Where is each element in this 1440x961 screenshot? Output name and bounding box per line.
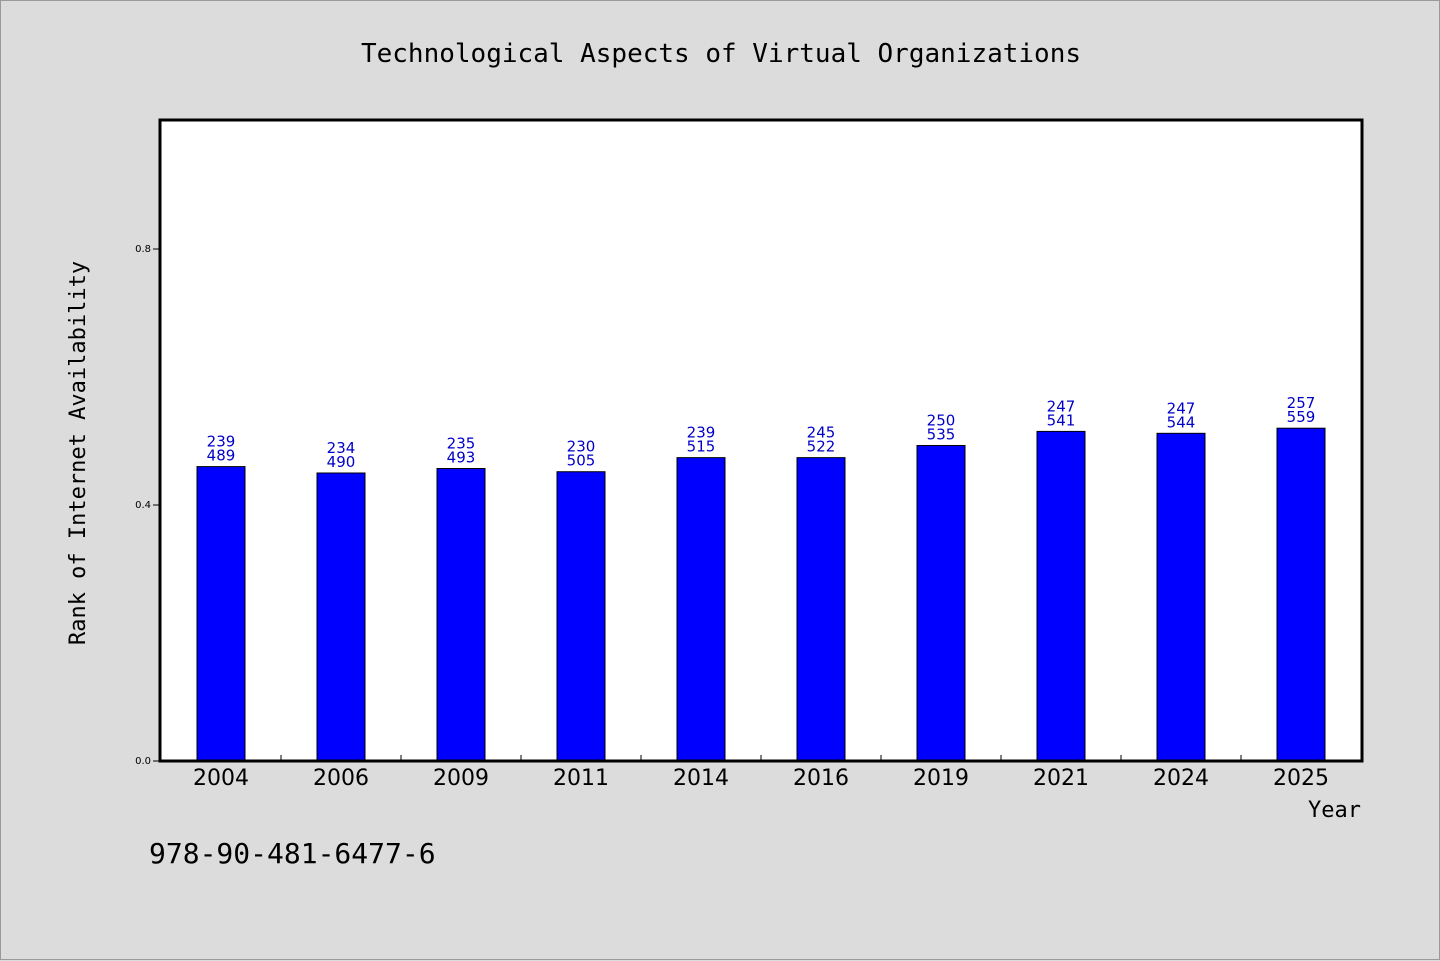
bar-label-top: 257 bbox=[1287, 394, 1316, 412]
bar-label-bottom: 544 bbox=[1167, 413, 1196, 431]
bar-label-top: 239 bbox=[207, 433, 236, 451]
y-tick-label: 0.4 bbox=[135, 500, 151, 511]
y-axis: 0.0 0.4 0.8 bbox=[135, 244, 161, 767]
x-tick-label: 2014 bbox=[673, 766, 729, 791]
y-tick-label: 0.8 bbox=[135, 244, 151, 255]
bar-label-top: 247 bbox=[1047, 397, 1076, 415]
bar-series bbox=[196, 427, 1326, 762]
x-tick-label: 2016 bbox=[793, 766, 849, 791]
y-tick-label: 0.0 bbox=[135, 756, 151, 767]
x-axis-title: Year bbox=[1308, 798, 1361, 823]
x-tick-label: 2019 bbox=[913, 766, 969, 791]
isbn-label: 978-90-481-6477-6 bbox=[149, 837, 436, 870]
bar-label-bottom: 489 bbox=[207, 447, 236, 465]
bar-label-top: 250 bbox=[927, 411, 956, 429]
x-axis: 2004 2006 2009 2011 2014 2016 2019 2021 2024 2025 bbox=[193, 755, 1329, 791]
bar-2021 bbox=[1036, 430, 1086, 762]
bar-label-top: 230 bbox=[567, 438, 596, 456]
x-tick-label: 2004 bbox=[193, 766, 249, 791]
y-axis-title: Rank of Internet Availability bbox=[66, 261, 91, 645]
x-tick-label: 2009 bbox=[433, 766, 489, 791]
bar-label-bottom: 515 bbox=[687, 438, 716, 456]
x-tick-label: 2024 bbox=[1153, 766, 1209, 791]
bar-label-bottom: 535 bbox=[927, 425, 956, 443]
bar-label-bottom: 505 bbox=[567, 452, 596, 470]
bar-label-bottom: 493 bbox=[447, 449, 476, 467]
bar-2025 bbox=[1276, 427, 1326, 762]
x-tick-label: 2021 bbox=[1033, 766, 1089, 791]
bar-2006 bbox=[316, 472, 366, 762]
x-tick-label: 2011 bbox=[553, 766, 609, 791]
bar-label-top: 239 bbox=[687, 424, 716, 442]
bar-2009 bbox=[436, 468, 486, 762]
bar-label-top: 234 bbox=[327, 439, 356, 457]
plot-border bbox=[158, 118, 1364, 763]
chart-title: Technological Aspects of Virtual Organiz… bbox=[361, 39, 1081, 69]
x-tick-label: 2006 bbox=[313, 766, 369, 791]
bar-2014 bbox=[676, 457, 726, 762]
bar-2011 bbox=[556, 471, 606, 762]
bar-label-bottom: 541 bbox=[1047, 411, 1076, 429]
bar-label-top: 247 bbox=[1167, 399, 1196, 417]
bar-label-bottom: 490 bbox=[327, 453, 356, 471]
bar-2004 bbox=[196, 466, 246, 762]
bar-label-top: 245 bbox=[807, 424, 836, 442]
bar-2019 bbox=[916, 444, 966, 762]
bar-label-bottom: 559 bbox=[1287, 408, 1316, 426]
bar-2016 bbox=[796, 457, 846, 762]
bar-label-bottom: 522 bbox=[807, 438, 836, 456]
bar-label-top: 235 bbox=[447, 435, 476, 453]
x-tick-label: 2025 bbox=[1273, 766, 1329, 791]
bar-2024 bbox=[1156, 432, 1206, 762]
